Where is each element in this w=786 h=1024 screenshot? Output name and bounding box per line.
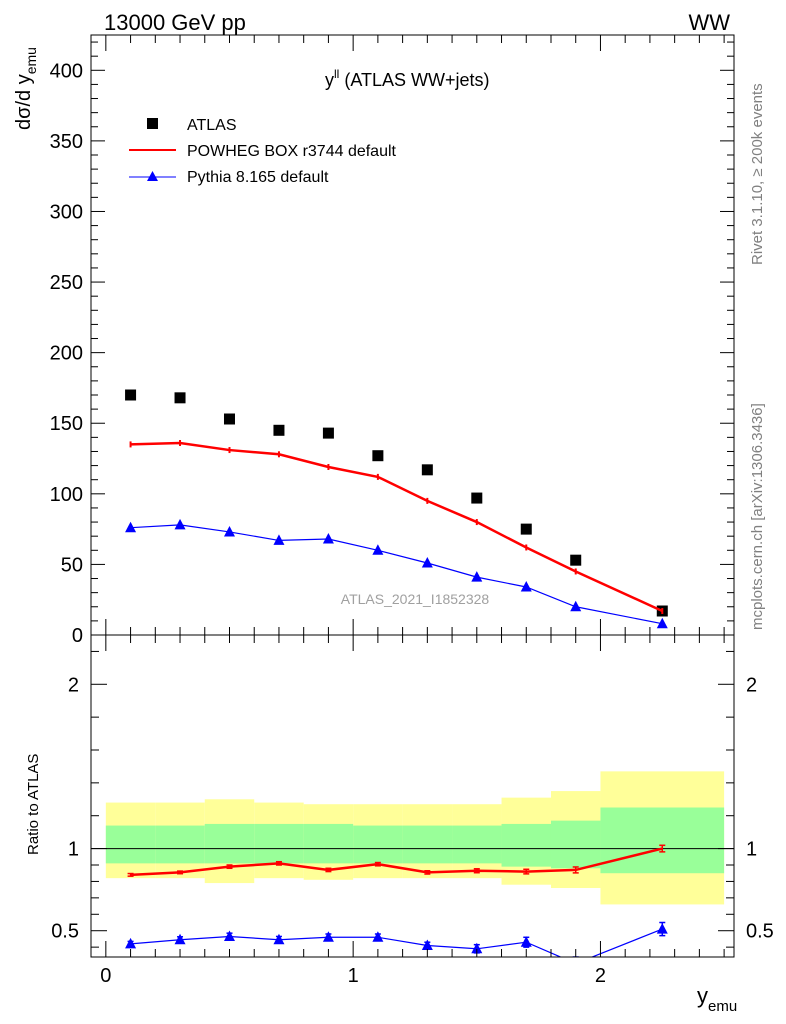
ratio-y-axis: 0.5 0.5 1 1 2 2: [51, 650, 774, 948]
header-left-label: 13000 GeV pp: [104, 10, 246, 35]
ratio-y-tick-label-right: 0.5: [746, 921, 774, 943]
ratio-y-tick-label-left: 1: [68, 839, 79, 861]
pythia-ratio-point: [520, 936, 532, 947]
atlas-data-point: [421, 464, 433, 476]
uncertainty-band-inner: [303, 823, 354, 864]
atlas-data-point: [372, 450, 384, 462]
legend: ATLAS POWHEG BOX r3744 default Pythia 8.…: [129, 117, 397, 186]
ratio-panel-frame: [90, 634, 735, 958]
pythia-data-point: [471, 571, 483, 582]
pythia-ratio-point: [471, 942, 483, 954]
atlas-data-point: [322, 427, 334, 439]
uncertainty-band-inner: [402, 825, 453, 864]
pythia-ratio-point: [656, 923, 668, 934]
legend-label-powheg: POWHEG BOX r3744 default: [187, 143, 397, 160]
atlas-data-point: [520, 523, 532, 535]
main-y-tick-label: 200: [50, 343, 83, 365]
pythia-ratio-point: [223, 930, 235, 941]
main-y-tick-label: 50: [61, 554, 83, 576]
ratio-y-tick-label-right: 2: [746, 674, 757, 696]
ratio-series-line-1: [130, 928, 663, 957]
main-panel: 0 50 100 150 200 250 300 350 400 yll (ATLAS WW+j…: [13, 34, 735, 647]
x-axis-label-sub: emu: [708, 998, 737, 1015]
analysis-watermark: ATLAS_2021_I1852328: [341, 591, 490, 607]
pythia-data-point: [223, 525, 235, 537]
x-tick-label: 1: [348, 965, 359, 987]
uncertainty-band-inner: [353, 825, 403, 864]
plot-title-base: y: [325, 70, 334, 90]
pythia-data-point: [273, 534, 285, 545]
ratio-y-tick-label-left: 2: [68, 674, 79, 696]
atlas-data-point: [174, 392, 186, 404]
plot-title: yll (ATLAS WW+jets): [325, 67, 490, 90]
plot-title-sup: ll: [334, 67, 339, 81]
main-y-tick-label: 100: [50, 484, 83, 506]
main-y-tick-label: 400: [50, 60, 83, 82]
legend-label-pythia: Pythia 8.165 default: [187, 169, 329, 186]
legend-marker-atlas: [147, 118, 158, 129]
pythia-ratio-point: [570, 958, 581, 969]
atlas-data-point: [223, 413, 235, 425]
legend-marker-pythia: [147, 171, 158, 181]
pythia-data-point: [174, 518, 186, 530]
uncertainty-band-inner: [254, 823, 304, 864]
ratio-bands: [105, 771, 725, 905]
ratio-y-tick-label-left: 0.5: [51, 921, 79, 943]
ratio-y-axis-label: Ratio to ATLAS: [25, 754, 42, 855]
atlas-data-point: [273, 424, 285, 436]
main-y-tick-label: 350: [50, 131, 83, 153]
main-y-axis-label-base: dσ/d y: [13, 74, 35, 130]
ratio-series-group: [125, 844, 668, 969]
x-axis: 0 1 2: [100, 35, 725, 987]
main-series-group: [125, 389, 668, 629]
pythia-data-point: [656, 617, 668, 629]
uncertainty-band-inner: [600, 807, 725, 874]
header-right-label: WW: [688, 10, 730, 35]
pythia-ratio-point: [174, 933, 186, 945]
uncertainty-band-inner: [105, 825, 156, 864]
main-y-tick-label: 0: [72, 625, 83, 647]
pythia-data-point: [421, 557, 433, 568]
plot-title-rest: (ATLAS WW+jets): [339, 70, 489, 90]
legend-label-atlas: ATLAS: [187, 117, 237, 134]
x-tick-label: 0: [100, 965, 111, 987]
uncertainty-band-inner: [452, 825, 502, 864]
main-y-tick-label: 250: [50, 272, 83, 294]
x-axis-label-base: y: [697, 983, 708, 1008]
ratio-y-tick-label-right: 1: [746, 839, 757, 861]
main-y-tick-label: 300: [50, 201, 83, 223]
x-tick-label: 2: [595, 965, 606, 987]
pythia-data-point: [520, 581, 532, 592]
pythia-ratio-point: [421, 939, 433, 950]
mcplots-label: mcplots.cern.ch [arXiv:1306.3436]: [749, 403, 766, 630]
main-y-tick-label: 150: [50, 413, 83, 435]
pythia-ratio-point: [273, 933, 285, 945]
pythia-data-point: [125, 521, 137, 533]
atlas-data-point: [570, 554, 582, 566]
uncertainty-band-inner: [204, 823, 255, 864]
atlas-data-point: [471, 492, 483, 504]
main-series-line-1: [130, 441, 663, 613]
pythia-data-point: [322, 533, 334, 544]
rivet-version-label: Rivet 3.1.10, ≥ 200k events: [749, 83, 766, 265]
pythia-ratio-point: [372, 931, 384, 942]
uncertainty-band-inner: [550, 820, 601, 869]
x-axis-label: yemu: [697, 983, 737, 1015]
main-y-axis: 0 50 100 150 200 250 300 350 400: [50, 41, 734, 647]
main-y-axis-label: dσ/d yemu: [13, 47, 39, 130]
pythia-data-point: [570, 600, 582, 612]
pythia-data-point: [372, 544, 384, 555]
main-y-axis-label-sub: emu: [23, 47, 39, 74]
pythia-ratio-point: [322, 931, 334, 942]
uncertainty-band-inner: [155, 825, 205, 864]
uncertainty-band-inner: [501, 823, 551, 867]
pythia-ratio-point: [125, 937, 137, 949]
atlas-data-point: [125, 389, 137, 401]
